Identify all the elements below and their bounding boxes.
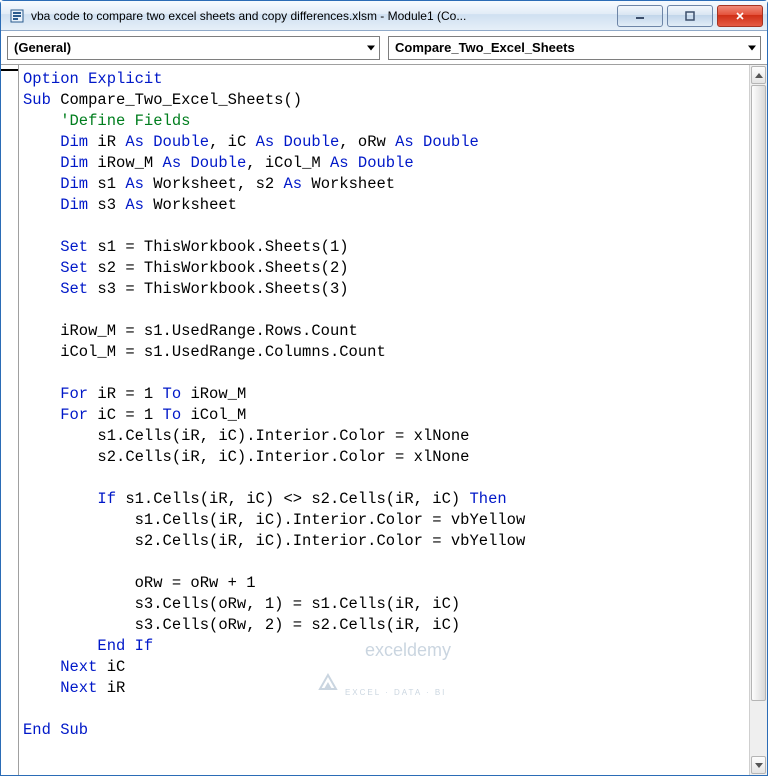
scroll-down-button[interactable] [751,756,766,774]
code-editor-area: Option Explicit Sub Compare_Two_Excel_Sh… [1,65,767,775]
procedure-separator-gutter [1,65,19,775]
chevron-down-icon [367,45,375,50]
procedure-dropdown-label: Compare_Two_Excel_Sheets [395,40,575,55]
procedure-dropdown[interactable]: Compare_Two_Excel_Sheets [388,36,761,60]
watermark: exceldemy EXCEL · DATA · BI [317,619,451,745]
vertical-scrollbar[interactable] [749,65,767,775]
scrollbar-track[interactable] [750,85,767,755]
close-button[interactable] [717,5,763,27]
object-procedure-bar: (General) Compare_Two_Excel_Sheets [1,31,767,65]
window-controls [615,5,767,27]
watermark-tagline: EXCEL · DATA · BI [345,682,451,703]
object-dropdown[interactable]: (General) [7,36,380,60]
scrollbar-thumb[interactable] [751,85,766,701]
window-title: vba code to compare two excel sheets and… [31,9,615,23]
code-pane[interactable]: Option Explicit Sub Compare_Two_Excel_Sh… [19,65,749,775]
object-dropdown-label: (General) [14,40,71,55]
chevron-down-icon [748,45,756,50]
maximize-button[interactable] [667,5,713,27]
scroll-up-button[interactable] [751,66,766,84]
app-icon [9,8,25,24]
window-titlebar: vba code to compare two excel sheets and… [1,1,767,31]
watermark-brand: exceldemy [365,640,451,660]
minimize-button[interactable] [617,5,663,27]
